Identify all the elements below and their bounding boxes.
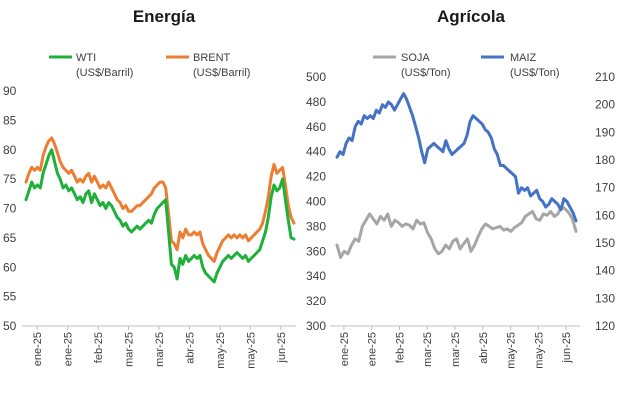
brent-series-line (24, 136, 296, 263)
legend-brent-name: BRENT (193, 52, 231, 64)
agricola-xtick-label: mar-25 (422, 332, 434, 367)
agricola-y-axis-right: 120 130 140 150 160 170 180 190 200 210 (595, 70, 615, 333)
legend-soja-name: SOJA (401, 52, 430, 64)
agricola-ytick-right-label: 160 (595, 208, 615, 222)
energia-ytick-label: 90 (3, 84, 17, 98)
agricola-ytick-right-label: 150 (595, 236, 615, 250)
maiz-series-line (335, 92, 578, 223)
agricola-plot (335, 92, 578, 259)
agricola-xtick-label: mar-25 (450, 332, 462, 367)
energia-xtick-label: mar-25 (154, 332, 166, 367)
agricola-ytick-left-label: 460 (306, 120, 326, 134)
legend-soja-unit: (US$/Ton) (401, 67, 451, 79)
legend-brent-unit: (US$/Barril) (193, 67, 250, 79)
energia-ytick-label: 50 (3, 319, 17, 333)
agricola-ytick-left-label: 420 (306, 170, 326, 184)
agricola-xtick-label: abr-25 (478, 332, 490, 364)
energia-ytick-label: 70 (3, 202, 17, 216)
energia-ytick-label: 65 (3, 231, 17, 245)
energia-xtick-label: may-25 (245, 332, 257, 369)
agricola-ytick-left-label: 440 (306, 145, 326, 159)
energia-ytick-label: 60 (3, 260, 17, 274)
agricola-ytick-left-label: 340 (306, 269, 326, 283)
agricola-ytick-right-label: 190 (595, 125, 615, 139)
legend-maiz-name: MAIZ (510, 52, 537, 64)
energia-ytick-label: 55 (3, 290, 17, 304)
legend-wti-unit: (US$/Barril) (76, 67, 133, 79)
agricola-xtick-label: jun-25 (561, 332, 573, 364)
agricola-xtick-label: may-25 (506, 332, 518, 369)
energia-legend: WTI (US$/Barril) BRENT (US$/Barril) (49, 52, 250, 79)
agricola-ytick-left-label: 400 (306, 195, 326, 209)
energia-xtick-label: ene-25 (32, 332, 44, 366)
energia-panel: Energía WTI (US$/Barril) BRENT (US$/Barr… (3, 7, 296, 369)
agricola-ytick-right-label: 130 (595, 291, 615, 305)
agricola-ytick-right-label: 180 (595, 153, 615, 167)
agricola-ytick-left-label: 480 (306, 95, 326, 109)
energia-xtick-label: ene-25 (63, 332, 75, 366)
agricola-xtick-label: feb-25 (394, 332, 406, 363)
legend-maiz-unit: (US$/Ton) (510, 67, 560, 79)
energia-ytick-label: 75 (3, 172, 17, 186)
energia-x-axis: ene-25 ene-25 feb-25 mar-25 mar-25 abr-25 may-… (32, 326, 288, 369)
energia-ytick-label: 85 (3, 113, 17, 127)
energia-ytick-label: 80 (3, 143, 17, 157)
agricola-ytick-left-label: 320 (306, 294, 326, 308)
agricola-ytick-left-label: 300 (306, 319, 326, 333)
agricola-ytick-right-label: 120 (595, 319, 615, 333)
wti-series-line (24, 148, 296, 284)
legend-wti-name: WTI (76, 52, 96, 64)
energia-y-axis: 50 55 60 65 70 75 80 85 90 (3, 84, 17, 333)
agricola-title: Agrícola (437, 7, 506, 26)
agricola-ytick-right-label: 170 (595, 181, 615, 195)
agricola-x-axis: ene-25 ene-25 feb-25 mar-25 mar-25 abr-25 may-… (339, 326, 573, 369)
energia-plot (24, 136, 296, 284)
agricola-ytick-right-label: 140 (595, 264, 615, 278)
energia-xtick-label: mar-25 (124, 332, 136, 367)
agricola-ytick-left-label: 360 (306, 244, 326, 258)
soja-series-line (335, 205, 578, 259)
energia-title: Energía (133, 7, 196, 26)
agricola-ytick-left-label: 380 (306, 219, 326, 233)
agricola-xtick-label: ene-25 (339, 332, 351, 366)
agricola-ytick-right-label: 200 (595, 98, 615, 112)
agricola-panel: Agrícola SOJA (US$/Ton) MAIZ (US$/Ton) 3… (306, 7, 615, 369)
energia-xtick-label: may-25 (215, 332, 227, 369)
agricola-xtick-label: may-25 (533, 332, 545, 369)
agricola-legend: SOJA (US$/Ton) MAIZ (US$/Ton) (373, 52, 560, 79)
agricola-xtick-label: ene-25 (367, 332, 379, 366)
energia-xtick-label: feb-25 (93, 332, 105, 363)
agricola-ytick-right-label: 210 (595, 70, 615, 84)
agricola-ytick-left-label: 500 (306, 70, 326, 84)
energia-xtick-label: jun-25 (276, 332, 288, 364)
agricola-y-axis-left: 300 320 340 360 380 400 420 440 460 480 500 (306, 70, 326, 333)
energia-xtick-label: abr-25 (184, 332, 196, 364)
